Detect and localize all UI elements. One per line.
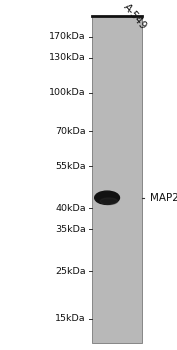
Text: 70kDa: 70kDa bbox=[55, 127, 86, 136]
Ellipse shape bbox=[95, 191, 119, 204]
Text: 15kDa: 15kDa bbox=[55, 314, 86, 323]
Text: 170kDa: 170kDa bbox=[49, 32, 86, 41]
Text: 25kDa: 25kDa bbox=[55, 267, 86, 276]
Text: 35kDa: 35kDa bbox=[55, 225, 86, 234]
FancyBboxPatch shape bbox=[92, 16, 142, 343]
Text: MAP2K4: MAP2K4 bbox=[150, 193, 177, 203]
Text: 130kDa: 130kDa bbox=[49, 53, 86, 62]
Text: 100kDa: 100kDa bbox=[49, 88, 86, 97]
Text: 40kDa: 40kDa bbox=[55, 204, 86, 213]
Text: 55kDa: 55kDa bbox=[55, 162, 86, 171]
Ellipse shape bbox=[100, 198, 118, 204]
Text: A-549: A-549 bbox=[121, 2, 149, 32]
